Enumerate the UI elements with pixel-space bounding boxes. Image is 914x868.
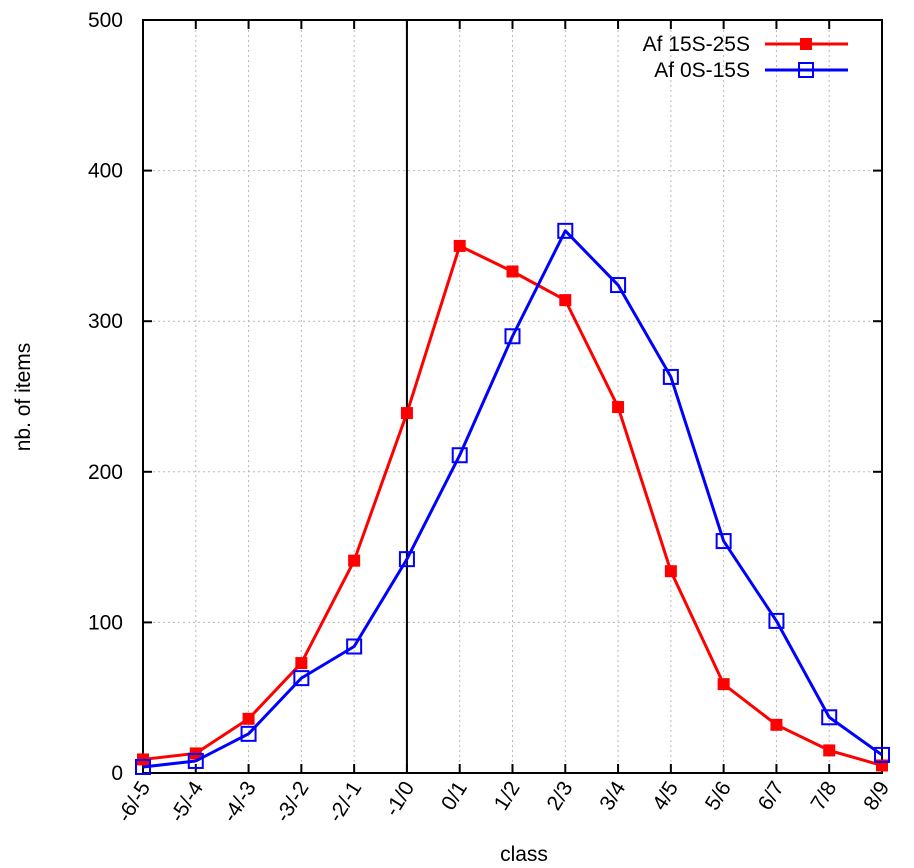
data-point — [612, 401, 625, 414]
y-axis-title: nb. of items — [12, 343, 35, 452]
x-tick-label: 2/3 — [543, 777, 578, 814]
legend-marker — [800, 38, 812, 50]
legend-label: Af 15S-25S — [643, 33, 750, 56]
data-point — [662, 368, 679, 385]
x-tick-label: 3/4 — [595, 777, 630, 814]
series-line — [142, 229, 883, 769]
series-2 — [135, 222, 890, 775]
grid-lines — [143, 20, 882, 773]
data-point — [400, 407, 413, 420]
data-point — [821, 709, 838, 726]
data-point — [187, 752, 204, 769]
legend: Af 15S-25S Af 0S-15S — [643, 33, 848, 82]
data-point — [823, 744, 836, 757]
data-point — [348, 554, 361, 567]
x-tick-label: 4/5 — [648, 777, 683, 814]
data-point — [717, 678, 730, 691]
data-point — [451, 447, 468, 464]
legend-label: Af 0S-15S — [654, 59, 750, 82]
data-point — [346, 638, 363, 655]
legend-marker — [798, 62, 814, 78]
y-tick-label: 0 — [111, 762, 123, 785]
x-tick-label: 1/2 — [490, 777, 525, 814]
data-point — [398, 551, 415, 568]
data-point — [610, 277, 627, 294]
data-point — [559, 294, 572, 307]
data-point — [242, 712, 255, 725]
data-point — [557, 222, 574, 239]
data-point — [506, 265, 519, 278]
data-point — [715, 533, 732, 550]
x-tick-label: -3/-2 — [271, 777, 313, 826]
x-tick-label: -1/0 — [380, 777, 419, 820]
y-tick-label: 100 — [88, 611, 123, 634]
x-tick-label: 8/9 — [859, 777, 894, 814]
x-tick-label: 7/8 — [806, 777, 841, 814]
data-point — [504, 328, 521, 345]
x-axis-title: class — [500, 843, 548, 866]
series-group — [135, 222, 890, 775]
x-tick-label: 0/1 — [437, 777, 472, 814]
data-point — [240, 725, 257, 742]
x-tick-label: -2/-1 — [324, 777, 366, 826]
y-tick-label: 500 — [88, 9, 123, 32]
x-tick-label: 6/7 — [754, 777, 789, 814]
data-point — [453, 239, 466, 252]
y-tick-label: 200 — [88, 461, 123, 484]
x-tick-label: -4/-3 — [218, 777, 260, 826]
data-point — [768, 612, 785, 629]
y-tick-label: 400 — [88, 160, 123, 183]
series-1 — [137, 239, 888, 772]
y-tick-label: 300 — [88, 310, 123, 333]
data-point — [874, 746, 890, 763]
data-point — [664, 565, 677, 578]
data-point — [135, 758, 151, 775]
data-point — [293, 670, 310, 687]
y-axis: 0 100 200 300 400 500 — [88, 9, 882, 785]
x-axis: -6/-5 -5/-4 -4/-3 -3/-2 -2/-1 -1/0 0/1 1/2 2/3 3/… — [113, 20, 894, 826]
data-point — [770, 718, 783, 731]
x-tick-label: 5/6 — [701, 777, 736, 814]
x-tick-label: -5/-4 — [166, 777, 209, 826]
data-point — [295, 657, 308, 670]
